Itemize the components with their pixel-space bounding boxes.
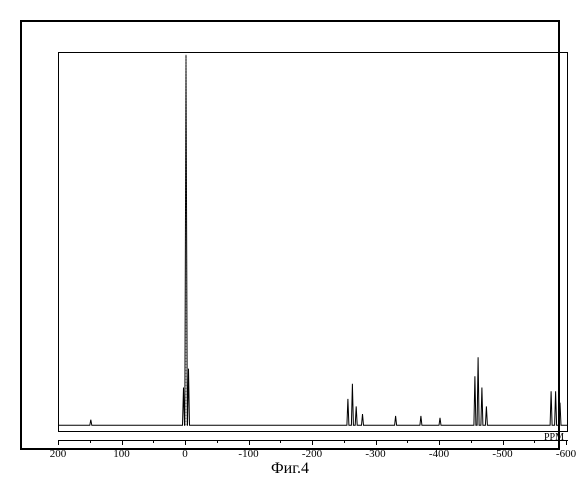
x-axis-tick-label: -500: [492, 448, 512, 460]
figure-outer-frame: 2001000-100-200-300-400-500-600 PPM: [20, 20, 560, 450]
x-axis-tick: [122, 440, 123, 445]
x-axis-minor-tick: [534, 440, 535, 443]
x-axis-tick-label: -200: [302, 448, 322, 460]
x-axis-tick: [185, 440, 186, 445]
x-axis-tick: [58, 440, 59, 445]
x-axis-minor-tick: [471, 440, 472, 443]
plot-area: [58, 52, 568, 432]
spectrum-svg: [59, 53, 567, 431]
x-axis-tick: [376, 440, 377, 445]
x-axis-tick-label: 100: [113, 448, 130, 460]
x-axis-label: PPM: [544, 432, 564, 443]
x-axis-tick-label: -100: [238, 448, 258, 460]
x-axis-minor-tick: [153, 440, 154, 443]
x-axis-tick: [503, 440, 504, 445]
x-axis-tick-label: -400: [429, 448, 449, 460]
figure-caption: Фиг.4: [0, 460, 580, 478]
x-axis-tick-label: -600: [556, 448, 576, 460]
x-axis-tick-label: 200: [50, 448, 67, 460]
spectrum-trace: [59, 55, 567, 425]
x-axis-tick: [312, 440, 313, 445]
x-axis-tick-label: -300: [365, 448, 385, 460]
x-axis-minor-tick: [407, 440, 408, 443]
x-axis-tick: [566, 440, 567, 445]
x-axis-minor-tick: [217, 440, 218, 443]
plot-inner: [59, 53, 567, 431]
x-axis-minor-tick: [280, 440, 281, 443]
x-axis-tick: [249, 440, 250, 445]
x-axis-minor-tick: [344, 440, 345, 443]
x-axis-tick: [439, 440, 440, 445]
x-axis-line: [58, 440, 568, 441]
x-axis-tick-label: 0: [182, 448, 188, 460]
x-axis-minor-tick: [90, 440, 91, 443]
